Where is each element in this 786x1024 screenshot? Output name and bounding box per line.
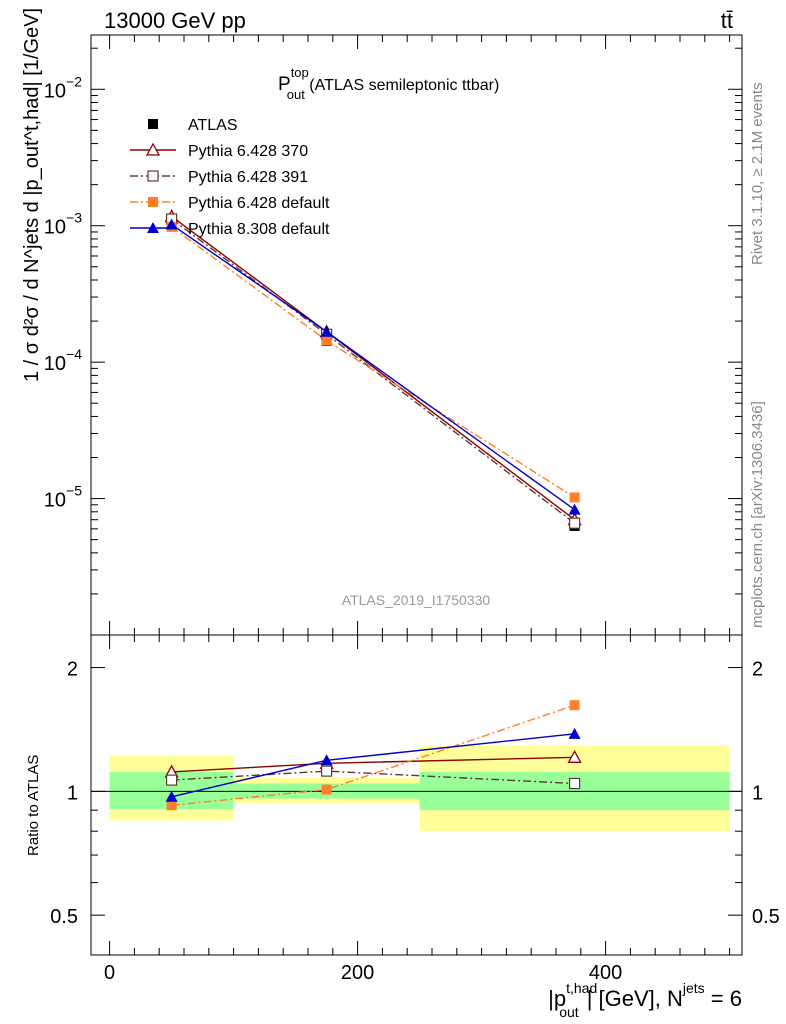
ratio-y-tick-label-right: 2 — [752, 659, 763, 681]
main-y-tick-label: 10−5 — [44, 483, 82, 512]
ratio-frame — [90, 634, 743, 956]
ylabel-text: 1 / σ d²σ / d N^jets d |p_out^t,had| [1/… — [21, 8, 43, 382]
main-series — [164, 209, 582, 531]
tick-base: 10 — [44, 217, 66, 239]
ratio-series-point — [166, 800, 177, 811]
x-axis-ticks: 0 200 400 — [104, 35, 731, 984]
ratio-series-point — [568, 777, 581, 790]
ratio-series — [164, 700, 582, 811]
legend-label: Pythia 6.428 default — [188, 195, 330, 212]
legend-marker — [147, 222, 159, 233]
title-symbol: P — [278, 74, 291, 95]
tick-base: 10 — [44, 353, 66, 375]
ratio-bands — [109, 745, 730, 832]
main-y-tick-label: 10−2 — [44, 73, 82, 102]
x-tick-label: 0 — [104, 962, 115, 984]
legend-marker — [148, 119, 158, 129]
tick-exponent: −2 — [66, 73, 82, 89]
ratio-panel: 2 2 1 1 0.5 0.5 — [50, 634, 780, 956]
header-energy: 13000 GeV pp — [104, 8, 246, 33]
legend-marker — [147, 170, 159, 182]
x-tick-label: 200 — [341, 962, 374, 984]
xlabel-mid: | [GeV], N — [587, 986, 683, 1011]
legend-label: ATLAS — [188, 117, 238, 134]
legend-label: Pythia 6.428 391 — [188, 169, 308, 186]
main-y-tick-label: 10−4 — [44, 346, 82, 375]
ratio-series-point — [569, 700, 580, 711]
xlabel-post: = 6 — [705, 986, 742, 1011]
main-series-line — [171, 218, 576, 524]
ratio-series-point — [165, 790, 178, 802]
main-series-line — [171, 215, 576, 521]
side-text-mcplots: mcplots.cern.ch [arXiv:1306.3436] — [749, 401, 766, 628]
ratio-ylabel: Ratio to ATLAS — [25, 755, 42, 856]
legend-marker — [145, 142, 161, 156]
tick-base: 10 — [44, 80, 66, 102]
ratio-series-point — [568, 727, 581, 739]
main-panel: 10−210−310−410−5 ATLAS_2019_I1750330 Pto… — [44, 34, 743, 636]
main-series-point — [568, 503, 581, 515]
main-y-tick-label: 10−3 — [44, 210, 82, 239]
analysis-watermark: ATLAS_2019_I1750330 — [342, 592, 491, 608]
legend-marker — [148, 197, 158, 207]
main-series-point — [321, 335, 332, 346]
main-ylabel: 1 / σ d²σ / d N^jets d |p_out^t,had| [1/… — [21, 8, 43, 382]
main-y-ticks: 10−210−310−410−5 — [44, 47, 742, 636]
xlabel-sup: t,had — [566, 980, 597, 996]
tick-exponent: −3 — [66, 210, 82, 226]
header-process: tt̄ — [721, 8, 733, 33]
ratio-y-tick-label-right: 1 — [752, 782, 763, 804]
ratio-y-tick-label-left: 0.5 — [50, 906, 78, 928]
tick-exponent: −5 — [66, 483, 82, 499]
ratio-y-ticks: 2 2 1 1 0.5 0.5 — [50, 659, 780, 956]
main-series-point — [320, 325, 333, 337]
tick-base: 10 — [44, 490, 66, 512]
tick-exponent: −4 — [66, 346, 82, 362]
ratio-y-tick-label-right: 0.5 — [752, 906, 780, 928]
ratio-series-point — [166, 774, 178, 786]
title-sup: top — [291, 65, 309, 80]
title-sub: out — [287, 87, 305, 102]
ratio-series-point — [321, 765, 333, 777]
xlabel-sup2: jets — [682, 980, 705, 996]
main-title: Ptop out (ATLAS semileptonic ttbar) — [278, 65, 499, 102]
side-text-rivet: Rivet 3.1.10, ≥ 2.1M events — [749, 83, 766, 266]
legend-label: Pythia 6.428 370 — [188, 143, 308, 160]
legend: ATLAS Pythia 6.428 370 Pythia 6.428 391 Pyt… — [130, 117, 330, 238]
main-series-point — [568, 517, 581, 529]
ratio-series-point — [320, 754, 333, 766]
title-rest: (ATLAS semileptonic ttbar) — [305, 77, 499, 94]
main-series-point — [165, 218, 178, 230]
main-series-point — [569, 492, 580, 503]
main-series-line — [171, 226, 575, 498]
xlabel-sub: out — [559, 1004, 579, 1020]
ratio-series-point — [567, 749, 582, 763]
xlabel: |pt,had out | [GeV], Njets = 6 — [548, 980, 742, 1020]
ratio-y-tick-label-left: 2 — [67, 659, 78, 681]
ratio-y-tick-label-left: 1 — [67, 782, 78, 804]
legend-label: Pythia 8.308 default — [188, 221, 330, 238]
x-tick-label: 400 — [589, 962, 622, 984]
ratio-series-point — [321, 784, 332, 795]
xlabel-pre: |p — [548, 986, 566, 1011]
